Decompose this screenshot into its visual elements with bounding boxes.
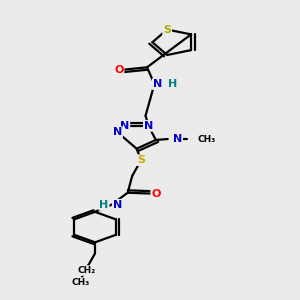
Text: S: S bbox=[163, 25, 171, 34]
Text: CH₃: CH₃ bbox=[197, 135, 216, 144]
Text: N: N bbox=[113, 127, 122, 137]
Text: O: O bbox=[114, 65, 124, 75]
Text: S: S bbox=[137, 155, 145, 165]
Text: N: N bbox=[153, 79, 162, 89]
Text: N: N bbox=[113, 200, 122, 210]
Text: CH₂: CH₂ bbox=[78, 266, 96, 275]
Text: N: N bbox=[173, 134, 182, 144]
Text: CH₃: CH₃ bbox=[71, 278, 90, 287]
Text: O: O bbox=[151, 189, 160, 199]
Text: H: H bbox=[168, 79, 178, 89]
Text: N: N bbox=[120, 121, 129, 131]
Text: N: N bbox=[144, 121, 153, 131]
Text: H: H bbox=[99, 200, 109, 210]
